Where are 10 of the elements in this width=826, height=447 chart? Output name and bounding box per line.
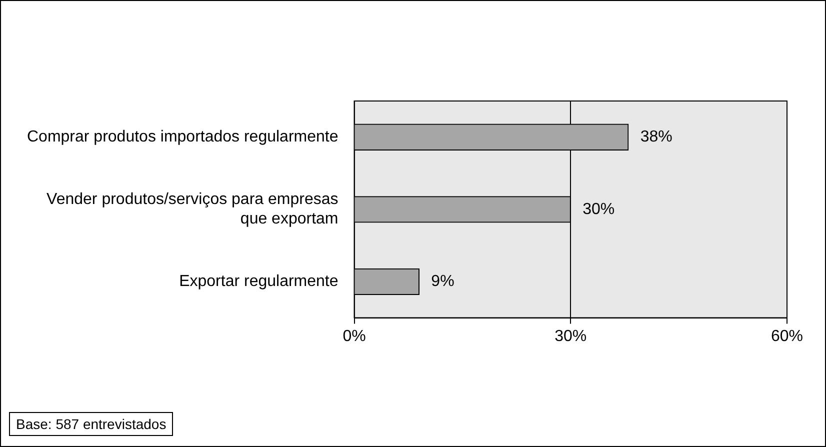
text: Base: 587 entrevistados (9, 412, 174, 436)
x-tick-label: 30% (554, 328, 587, 345)
data-label: 9% (431, 273, 454, 290)
x-tick-label: 0% (342, 328, 366, 345)
y-tick-label: Exportar regularmente (179, 273, 338, 290)
x-tick-label: 60% (770, 328, 804, 345)
data-label: 30% (582, 200, 615, 218)
y-tick-label: Comprar produtos importados regularmente (26, 128, 338, 146)
y-tick-label: Vender produtos/serviços para empresas que exportam (46, 191, 338, 228)
data-label: 38% (640, 128, 672, 146)
